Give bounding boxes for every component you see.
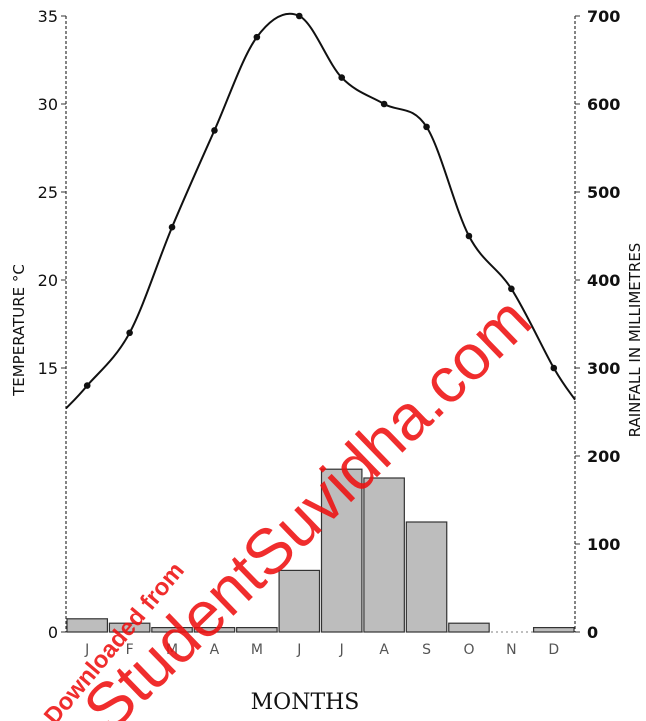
y-right-tick-label: 400 [587,271,620,290]
y-left-tick-label: 30 [38,95,58,114]
rainfall-bar [363,477,405,633]
y-left-tick-label: 35 [38,7,58,26]
temperature-point [295,12,303,20]
rainfall-bar [108,622,151,633]
axes-layer [61,15,580,633]
temperature-point [338,74,346,81]
x-tick-label: J [296,642,301,658]
temperature-point [126,329,133,337]
y-left-tick-label: 15 [38,359,58,378]
temperature-point [83,382,91,389]
x-tick-label: N [506,642,516,658]
temperature-point [508,285,515,293]
temperature-point [423,123,430,131]
temperature-line [65,12,576,410]
x-tick-label: M [251,642,263,658]
rainfall-bar [532,626,575,633]
y-right-tick-label: 300 [587,359,620,378]
rainfall-bars [66,468,575,633]
x-axis-title: MONTHS [251,690,360,715]
temperature-curve [65,12,576,410]
temperature-point [211,127,218,134]
x-tick-label: A [379,642,389,658]
x-tick-label: O [463,642,474,658]
y-left-tick-label: 25 [38,183,58,202]
rainfall-bar [320,468,363,633]
x-tick-label: J [339,642,344,658]
y-left-tick-label: 0 [48,623,58,642]
y-right-tick-label: 600 [587,95,620,114]
axis-labels: 0 15 20 25 30 35 0 100 200 300 400 500 600 700 J F M A M J J… [38,7,621,658]
x-tick-label: A [210,642,220,658]
temperature-point [550,364,558,372]
rainfall-bar [151,626,193,633]
x-tick-label: J [84,642,89,658]
rainfall-bar [448,622,490,633]
y-left-tick-label: 20 [38,271,58,290]
y-right-tick-label: 700 [587,7,620,26]
rainfall-bar [66,618,109,633]
y-right-axis-title: RAINFALL IN MILLIMETRES [626,243,644,438]
x-tick-label: S [422,642,431,658]
y-right-tick-label: 0 [587,623,598,642]
rainfall-bar [236,626,278,633]
rainfall-bar [405,521,448,633]
rainfall-bar [278,569,321,633]
temperature-point [465,232,473,240]
y-right-tick-label: 100 [587,535,620,554]
rainfall-bar [193,626,236,633]
y-left-axis-title: TEMPERATURE °C [10,264,28,397]
x-tick-label: M [166,642,178,658]
y-right-tick-label: 500 [587,183,620,202]
temperature-point [168,223,176,231]
x-tick-label: D [548,642,559,658]
temperature-point [253,33,261,41]
temperature-point [380,100,388,108]
x-tick-label: F [126,642,134,658]
y-right-tick-label: 200 [587,447,620,466]
